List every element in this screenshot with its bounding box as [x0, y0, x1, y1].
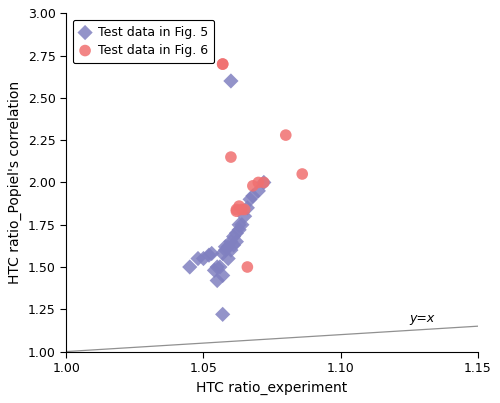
Test data in Fig. 5	[222, 243, 230, 250]
Test data in Fig. 5	[246, 196, 254, 203]
Test data in Fig. 6	[260, 179, 268, 186]
Test data in Fig. 6	[218, 61, 226, 67]
Test data in Fig. 6	[218, 61, 226, 67]
Test data in Fig. 5	[227, 78, 235, 84]
Test data in Fig. 6	[244, 264, 252, 270]
Test data in Fig. 6	[235, 203, 243, 209]
Test data in Fig. 5	[240, 213, 248, 220]
Test data in Fig. 5	[230, 233, 237, 240]
Test data in Fig. 6	[254, 179, 262, 186]
Test data in Fig. 6	[240, 206, 248, 213]
Test data in Fig. 5	[244, 205, 252, 211]
Test data in Fig. 5	[200, 256, 207, 262]
Test data in Fig. 5	[227, 239, 235, 245]
Test data in Fig. 5	[186, 264, 194, 270]
Test data in Fig. 5	[208, 250, 216, 257]
Test data in Fig. 5	[210, 267, 218, 274]
Test data in Fig. 5	[224, 243, 232, 250]
Test data in Fig. 5	[232, 239, 240, 245]
Test data in Fig. 6	[298, 171, 306, 177]
Test data in Fig. 5	[232, 230, 240, 237]
Test data in Fig. 5	[222, 247, 230, 253]
Test data in Fig. 5	[254, 188, 262, 194]
Y-axis label: HTC ratio_Popiel's correlation: HTC ratio_Popiel's correlation	[8, 81, 22, 284]
Test data in Fig. 6	[232, 206, 240, 213]
Test data in Fig. 5	[216, 264, 224, 270]
Test data in Fig. 6	[249, 183, 257, 189]
Test data in Fig. 5	[235, 222, 243, 228]
Test data in Fig. 5	[224, 256, 232, 262]
Test data in Fig. 5	[218, 250, 226, 257]
Test data in Fig. 5	[230, 242, 237, 248]
Test data in Fig. 6	[232, 208, 240, 214]
Test data in Fig. 5	[218, 272, 226, 279]
Test data in Fig. 6	[227, 154, 235, 160]
Test data in Fig. 5	[205, 252, 213, 258]
Test data in Fig. 5	[249, 193, 257, 199]
Test data in Fig. 5	[218, 311, 226, 318]
Test data in Fig. 6	[238, 206, 246, 213]
Test data in Fig. 5	[213, 277, 221, 284]
Legend: Test data in Fig. 5, Test data in Fig. 6: Test data in Fig. 5, Test data in Fig. 6	[72, 20, 214, 63]
X-axis label: HTC ratio_experiment: HTC ratio_experiment	[196, 380, 348, 395]
Test data in Fig. 5	[227, 247, 235, 253]
Test data in Fig. 5	[194, 256, 202, 262]
Test data in Fig. 5	[260, 179, 268, 186]
Test data in Fig. 5	[238, 222, 246, 228]
Text: y=x: y=x	[409, 312, 434, 325]
Test data in Fig. 6	[282, 132, 290, 138]
Test data in Fig. 5	[235, 226, 243, 233]
Test data in Fig. 5	[213, 264, 221, 270]
